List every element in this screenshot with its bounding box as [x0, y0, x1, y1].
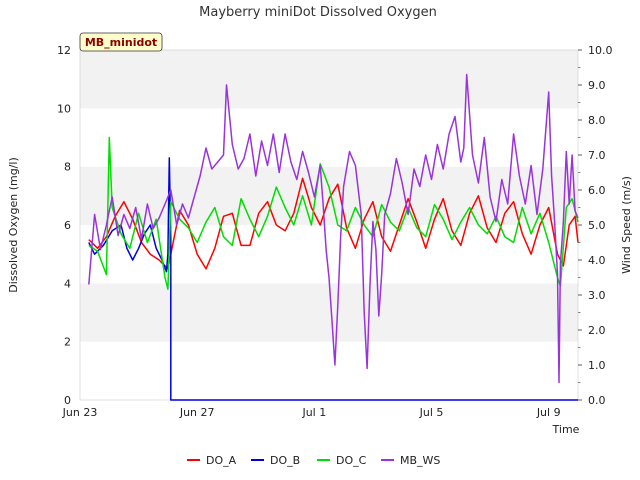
legend: DO_A DO_B DO_C MB_WS: [187, 454, 440, 467]
y-right-tick-label: 7.0: [588, 149, 606, 162]
y-right-tick-label: 6.0: [588, 184, 606, 197]
grid-band: [80, 50, 578, 109]
x-tick-label: Jul 1: [301, 406, 326, 419]
y-left-tick-label: 4: [64, 277, 71, 290]
y-left-tick-label: 12: [57, 44, 71, 57]
y-axis-right-label: Wind Speed (m/s): [620, 176, 633, 274]
y-right-tick-label: 1.0: [588, 359, 606, 372]
y-right-tick-label: 5.0: [588, 219, 606, 232]
y-right-tick-label: 0.0: [588, 394, 606, 407]
right-axis-ticks: 0.0 1.0 2.0 3.0 4.0 5.0 6.0 7.0 8.0 9.0 10.0: [578, 44, 613, 407]
x-axis-ticks: Jun 23 Jun 27 Jul 1 Jul 5 Jul 9: [62, 406, 561, 419]
series-line-do-a: [88, 177, 579, 270]
y-left-tick-label: 6: [64, 219, 71, 232]
y-left-tick-label: 8: [64, 161, 71, 174]
y-right-tick-label: 8.0: [588, 114, 606, 127]
grid-band: [80, 341, 578, 400]
y-right-tick-label: 3.0: [588, 289, 606, 302]
x-tick-label: Jul 9: [536, 406, 561, 419]
legend-label: MB_WS: [400, 454, 440, 467]
station-tag-label: MB_minidot: [85, 36, 157, 49]
y-left-tick-label: 2: [64, 336, 71, 349]
y-right-tick-label: 9.0: [588, 79, 606, 92]
grid-bands: [80, 50, 578, 400]
station-tag-box: [79, 32, 163, 52]
legend-label: DO_B: [270, 454, 300, 467]
x-axis-label: Time: [552, 423, 580, 436]
grid-band: [80, 108, 578, 167]
x-tick-label: Jun 23: [62, 406, 98, 419]
y-axis-left-label: Dissolved Oxygen (mg/l): [7, 157, 20, 292]
legend-label: DO_A: [206, 454, 237, 467]
grid-band: [80, 283, 578, 342]
station-tag: MB_minidot: [79, 32, 163, 52]
series-line-do-c: [88, 136, 579, 290]
y-right-tick-label: 10.0: [588, 44, 613, 57]
series-layer: [88, 73, 579, 401]
y-left-tick-label: 10: [57, 102, 71, 115]
y-right-tick-label: 2.0: [588, 324, 606, 337]
x-tick-label: Jun 27: [179, 406, 215, 419]
series-line-mb-ws: [88, 73, 579, 384]
y-right-tick-label: 4.0: [588, 254, 606, 267]
y-left-tick-label: 0: [64, 394, 71, 407]
series-line-do-b: [88, 157, 578, 401]
legend-label: DO_C: [336, 454, 367, 467]
x-tick-label: Jul 5: [419, 406, 444, 419]
chart-title: Mayberry miniDot Dissolved Oxygen: [199, 5, 437, 20]
left-axis-ticks: 0 2 4 6 8 10 12: [57, 44, 71, 407]
